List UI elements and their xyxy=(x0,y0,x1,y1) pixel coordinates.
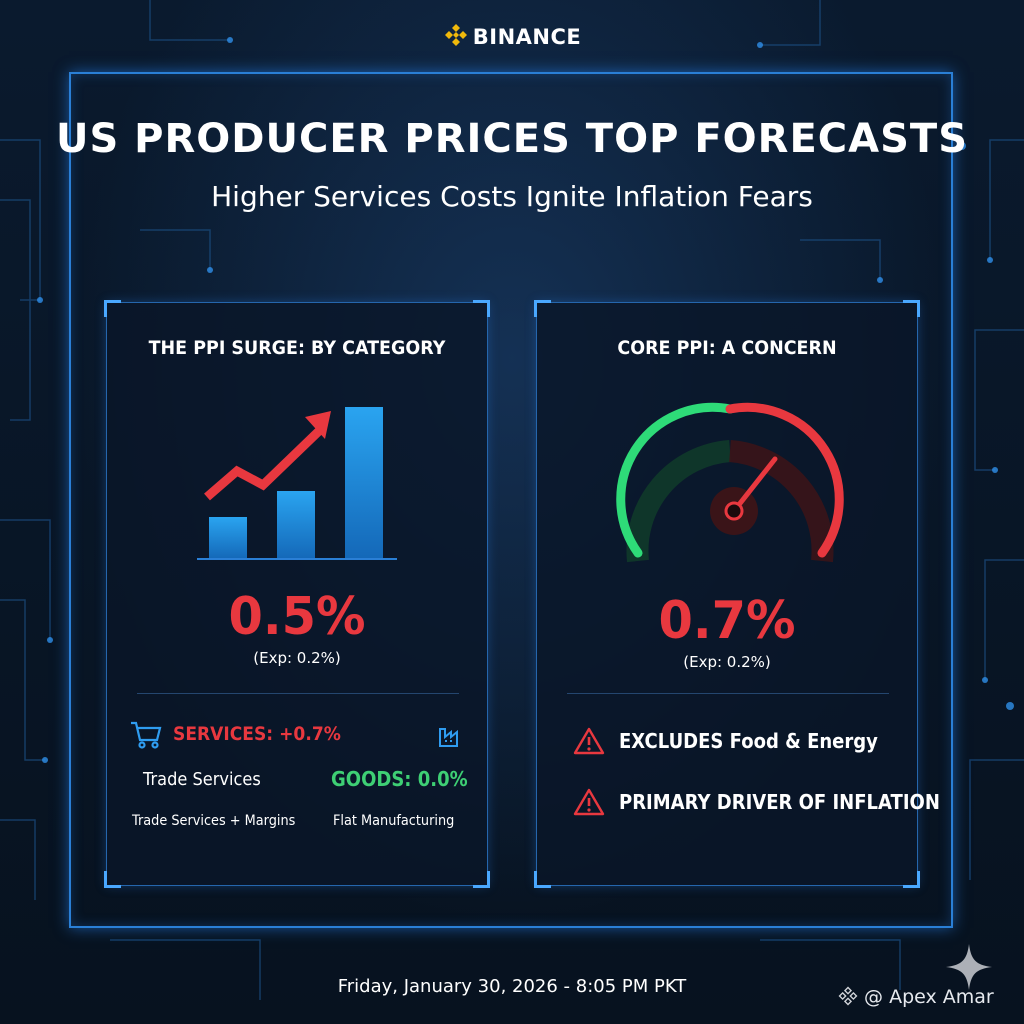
core-ppi-panel: CORE PPI: A CONCERN 0.7% (Exp: 0.2%) EXC… xyxy=(534,300,940,888)
core-ppi-expected: (Exp: 0.2%) xyxy=(683,653,771,671)
shopping-cart-icon xyxy=(131,721,162,749)
sparkle-icon xyxy=(946,944,992,990)
divider xyxy=(137,693,459,694)
brand-name: BINANCE xyxy=(472,25,582,49)
factory-icon xyxy=(439,728,458,747)
outer-frame xyxy=(69,72,953,928)
author-credit: @ Apex Amar xyxy=(838,986,994,1008)
services-detail: Trade Services + Margins xyxy=(132,813,296,829)
panel-title: CORE PPI: A CONCERN xyxy=(617,337,837,359)
divider xyxy=(567,693,889,694)
rising-bar-chart-icon xyxy=(197,407,397,560)
gauge-icon xyxy=(616,402,844,563)
goods-label: GOODS: 0.0% xyxy=(331,767,468,791)
page-subtitle: Higher Services Costs Ignite Inflation F… xyxy=(211,180,813,213)
warning-icon xyxy=(573,788,605,816)
author-name: @ Apex Amar xyxy=(864,986,994,1008)
ppi-category-panel: THE PPI SURGE: BY CATEGORY 0.5% (Exp: 0.… xyxy=(104,300,490,888)
page-title: US PRODUCER PRICES TOP FORECASTS xyxy=(55,116,969,162)
services-label: SERVICES: +0.7% xyxy=(173,723,341,745)
binance-diamond-icon xyxy=(838,986,858,1006)
core-ppi-item: PRIMARY DRIVER OF INFLATION xyxy=(619,790,940,814)
ppi-value: 0.5% xyxy=(228,587,366,647)
goods-detail: Flat Manufacturing xyxy=(333,813,455,829)
core-ppi-item: EXCLUDES Food & Energy xyxy=(619,729,878,753)
warning-icon xyxy=(573,727,605,755)
services-sub-label: Trade Services xyxy=(143,769,261,790)
brand-header: BINANCE xyxy=(0,22,1024,49)
binance-diamond-icon xyxy=(444,24,467,46)
core-ppi-value: 0.7% xyxy=(658,591,796,651)
panel-title: THE PPI SURGE: BY CATEGORY xyxy=(148,337,446,359)
footer-datetime: Friday, January 30, 2026 - 8:05 PM PKT xyxy=(337,976,687,997)
ppi-expected: (Exp: 0.2%) xyxy=(253,649,341,667)
